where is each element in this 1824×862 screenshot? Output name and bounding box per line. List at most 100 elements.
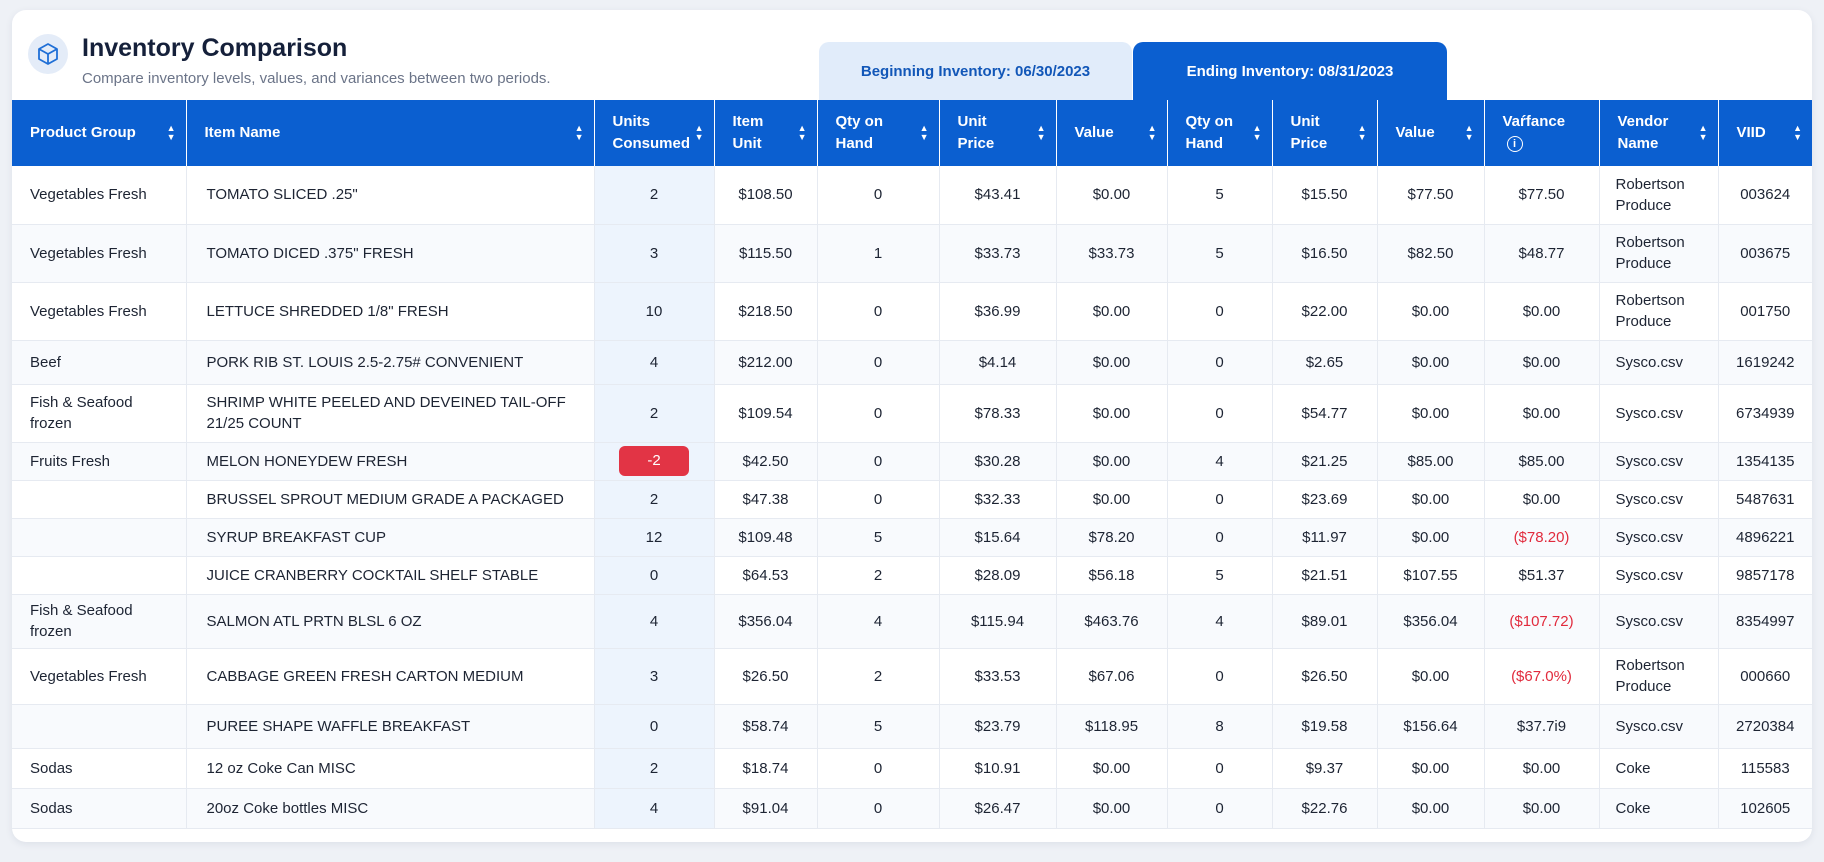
cell-viid: 8354997	[1718, 594, 1812, 649]
cell-item-name: SHRIMP WHITE PEELED AND DEVEINED TAIL-OF…	[186, 384, 595, 443]
sort-icon[interactable]: ▲ ▼	[1252, 123, 1262, 142]
sort-icon[interactable]: ▲ ▼	[1793, 123, 1802, 142]
box-icon	[28, 34, 68, 74]
cell-end-unit-price: $22.00	[1272, 282, 1378, 341]
cell-end-value: $0.00	[1377, 282, 1485, 341]
cell-end-qty: 0	[1167, 788, 1273, 829]
cell-vendor-name: Robertson Produce	[1599, 648, 1719, 705]
col-item-unit[interactable]: Item Unit ▲ ▼	[714, 100, 818, 166]
table-row[interactable]: Sodas 12 oz Coke Can MISC 2 $18.74 0 $10.91 $0…	[12, 748, 1812, 789]
cell-begin-unit-price: $15.64	[939, 518, 1057, 557]
col-vendor-name[interactable]: Vendor Name ▲ ▼	[1599, 100, 1719, 166]
cell-units-consumed: 10	[594, 282, 715, 341]
cell-begin-unit-price: $115.94	[939, 594, 1057, 649]
table-row[interactable]: Vegetables Fresh TOMATO DICED .375" FRESH…	[12, 224, 1812, 283]
info-icon[interactable]: i	[1506, 136, 1523, 153]
cell-end-qty: 5	[1167, 556, 1273, 595]
cell-item-unit: $115.50	[714, 224, 818, 283]
col-begin-unit-price[interactable]: Unit Price ▲ ▼	[939, 100, 1057, 166]
cell-end-value: $0.00	[1377, 788, 1485, 829]
sort-icon[interactable]: ▲ ▼	[1147, 123, 1157, 142]
col-begin-value[interactable]: Value ▲ ▼	[1056, 100, 1168, 166]
cell-begin-qty: 1	[817, 224, 940, 283]
cell-begin-unit-price: $78.33	[939, 384, 1057, 443]
cell-variance: $0.00	[1484, 340, 1600, 385]
cell-end-unit-price: $15.50	[1272, 166, 1378, 225]
cell-item-name: 12 oz Coke Can MISC	[186, 748, 595, 789]
cell-end-value: $85.00	[1377, 442, 1485, 481]
col-variance[interactable]: Vaŕfancei	[1484, 100, 1600, 166]
cell-vendor-name: Sysco.csv	[1599, 518, 1719, 557]
table-row[interactable]: Vegetables Fresh LETTUCE SHREDDED 1/8" FR…	[12, 282, 1812, 341]
cell-item-name: CABBAGE GREEN FRESH CARTON MEDIUM	[186, 648, 595, 705]
col-item-name[interactable]: Item Name ▲ ▼	[186, 100, 595, 166]
cell-product-group	[12, 518, 187, 557]
cell-begin-value: $67.06	[1056, 648, 1168, 705]
col-product-group[interactable]: Product Group ▲ ▼	[12, 100, 187, 166]
tab-beginning-inventory[interactable]: Beginning Inventory: 06/30/2023	[819, 42, 1132, 100]
cell-viid: 4896221	[1718, 518, 1812, 557]
table-row[interactable]: Fruits Fresh MELON HONEYDEW FRESH -2 $42.50…	[12, 442, 1812, 481]
cell-item-unit: $18.74	[714, 748, 818, 789]
cell-units-consumed: 3	[594, 224, 715, 283]
cell-end-qty: 8	[1167, 704, 1273, 749]
table-row[interactable]: PUREE SHAPE WAFFLE BREAKFAST 0 $58.74 5 $23.…	[12, 704, 1812, 749]
cell-units-consumed: 0	[594, 704, 715, 749]
table-row[interactable]: Fish & Seafood frozen SALMON ATL PRTN BLS…	[12, 594, 1812, 649]
cell-begin-qty: 0	[817, 442, 940, 481]
col-end-unit-price[interactable]: Unit Price ▲ ▼	[1272, 100, 1378, 166]
table-row[interactable]: SYRUP BREAKFAST CUP 12 $109.48 5 $15.64 $78.2…	[12, 518, 1812, 557]
cell-begin-unit-price: $30.28	[939, 442, 1057, 481]
cell-item-unit: $42.50	[714, 442, 818, 481]
cell-item-unit: $26.50	[714, 648, 818, 705]
col-end-value[interactable]: Value ▲ ▼	[1377, 100, 1485, 166]
cell-end-qty: 0	[1167, 748, 1273, 789]
sort-icon[interactable]: ▲ ▼	[1698, 123, 1708, 142]
sort-icon[interactable]: ▲ ▼	[919, 123, 929, 142]
col-end-qty[interactable]: Qty on Hand ▲ ▼	[1167, 100, 1273, 166]
cell-end-value: $82.50	[1377, 224, 1485, 283]
cell-item-unit: $91.04	[714, 788, 818, 829]
sort-icon[interactable]: ▲ ▼	[1464, 123, 1474, 142]
cell-begin-qty: 5	[817, 518, 940, 557]
cell-end-unit-price: $16.50	[1272, 224, 1378, 283]
table-row[interactable]: Fish & Seafood frozen SHRIMP WHITE PEELED…	[12, 384, 1812, 443]
table-row[interactable]: Vegetables Fresh CABBAGE GREEN FRESH CART…	[12, 648, 1812, 705]
cell-end-qty: 0	[1167, 518, 1273, 557]
col-begin-qty[interactable]: Qty on Hand ▲ ▼	[817, 100, 940, 166]
cell-viid: 001750	[1718, 282, 1812, 341]
table-row[interactable]: Sodas 20oz Coke bottles MISC 4 $91.04 0 $26.4…	[12, 788, 1812, 829]
sort-icon[interactable]: ▲ ▼	[166, 123, 176, 142]
cell-vendor-name: Robertson Produce	[1599, 166, 1719, 225]
cell-begin-unit-price: $32.33	[939, 480, 1057, 519]
table-row[interactable]: Vegetables Fresh TOMATO SLICED .25" 2 $108.…	[12, 166, 1812, 225]
cell-begin-value: $56.18	[1056, 556, 1168, 595]
col-units-consumed[interactable]: Units Consumed ▲ ▼	[594, 100, 715, 166]
cell-end-value: $0.00	[1377, 480, 1485, 519]
sort-icon[interactable]: ▲ ▼	[574, 123, 584, 142]
sort-icon[interactable]: ▲ ▼	[1357, 123, 1367, 142]
cell-variance: $85.00	[1484, 442, 1600, 481]
cell-end-qty: 4	[1167, 442, 1273, 481]
table-row[interactable]: BRUSSEL SPROUT MEDIUM GRADE A PACKAGED 2 $…	[12, 480, 1812, 519]
sort-icon[interactable]: ▲ ▼	[1036, 123, 1046, 142]
cell-end-value: $156.64	[1377, 704, 1485, 749]
table-row[interactable]: JUICE CRANBERRY COCKTAIL SHELF STABLE 0 $6…	[12, 556, 1812, 595]
cell-viid: 003675	[1718, 224, 1812, 283]
cell-begin-value: $118.95	[1056, 704, 1168, 749]
sort-icon[interactable]: ▲ ▼	[694, 123, 704, 142]
cell-variance: ($78.20)	[1484, 518, 1600, 557]
sort-icon[interactable]: ▲ ▼	[797, 123, 807, 142]
cell-variance: ($107.72)	[1484, 594, 1600, 649]
cell-end-value: $0.00	[1377, 648, 1485, 705]
col-viid[interactable]: VIID ▲ ▼	[1718, 100, 1812, 166]
cell-product-group	[12, 704, 187, 749]
page-title: Inventory Comparison	[82, 34, 348, 62]
cell-vendor-name: Sysco.csv	[1599, 704, 1719, 749]
cell-begin-qty: 0	[817, 282, 940, 341]
cell-end-unit-price: $11.97	[1272, 518, 1378, 557]
tab-ending-inventory[interactable]: Ending Inventory: 08/31/2023	[1133, 42, 1447, 100]
table-row[interactable]: Beef PORK RIB ST. LOUIS 2.5-2.75# CONVENI…	[12, 340, 1812, 385]
cell-begin-value: $0.00	[1056, 442, 1168, 481]
cell-vendor-name: Coke	[1599, 788, 1719, 829]
